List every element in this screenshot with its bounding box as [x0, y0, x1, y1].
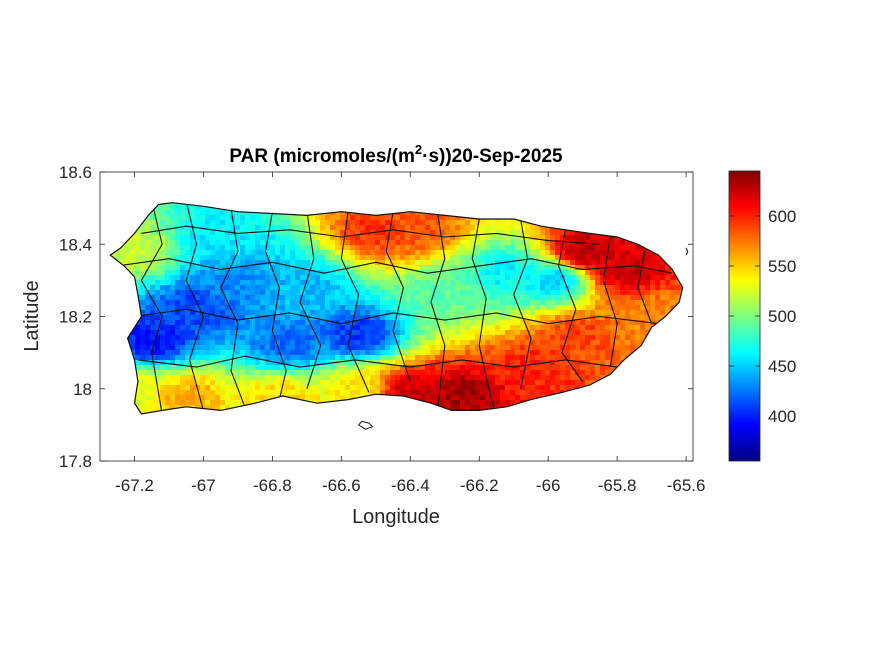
small-islet-caja-de-muertos: [357, 420, 374, 430]
x-tick-label: -66: [536, 476, 561, 495]
municipality-line: [513, 218, 532, 389]
x-tick-label: -65.8: [598, 476, 637, 495]
municipality-line: [602, 236, 618, 368]
municipality-line: [117, 258, 673, 274]
colorbar-ticks: 400 450 500 550 600: [729, 207, 796, 426]
chart-title: PAR (micromoles/(m2·s))20-Sep-2025: [229, 142, 563, 167]
x-tick-label: -66.4: [391, 476, 430, 495]
x-tick-label: -67.2: [115, 476, 154, 495]
plot-area: [99, 171, 694, 462]
x-tick-label: -66.6: [322, 476, 361, 495]
municipality-line: [637, 251, 653, 324]
colorbar-tick-label: 550: [768, 257, 796, 276]
municipality-line: [557, 229, 584, 382]
colorbar-tick-label: 500: [768, 307, 796, 326]
x-axis: -67.2 -67 -66.8 -66.6 -66.4 -66.2 -66 -65.8 -65.…: [115, 172, 705, 495]
x-tick-label: -65.6: [667, 476, 706, 495]
municipality-boundaries: [117, 202, 673, 414]
small-islet-desecheo: [685, 247, 689, 256]
x-tick-label: -67: [191, 476, 216, 495]
municipality-line: [185, 202, 204, 411]
municipality-line: [134, 308, 659, 325]
municipality-line: [385, 211, 411, 382]
municipality-line: [137, 355, 618, 368]
municipality-line: [141, 225, 600, 245]
municipality-line: [264, 211, 287, 400]
colorbar-tick-label: 450: [768, 357, 796, 376]
x-tick-label: -66.8: [253, 476, 292, 495]
y-tick-label: 18.6: [59, 163, 92, 182]
y-axis: 17.8 18 18.2 18.4 18.6: [59, 163, 693, 471]
chart-title-suffix: ·s))20-Sep-2025: [422, 146, 563, 167]
island-coastline: [109, 202, 684, 415]
y-tick-label: 18.4: [59, 235, 92, 254]
colorbar-tick-label: 400: [768, 407, 796, 426]
chart-title-superscript: 2: [415, 142, 422, 157]
y-tick-label: 18.2: [59, 308, 92, 327]
colorbar-tick-label: 600: [768, 207, 796, 226]
x-axis-label: Longitude: [352, 506, 440, 528]
municipality-line: [220, 208, 246, 407]
municipality-line: [430, 215, 446, 407]
colorbar: 400 450 500 550 600: [728, 170, 796, 462]
x-tick-label: -66.2: [460, 476, 499, 495]
y-tick-label: 17.8: [59, 452, 92, 471]
municipality-line: [140, 202, 163, 414]
municipality-line: [471, 218, 494, 407]
municipality-line: [299, 211, 322, 389]
municipality-line: [340, 211, 370, 393]
chart-title-prefix: PAR (micromoles/(m: [229, 146, 414, 167]
y-tick-label: 18: [73, 380, 92, 399]
y-axis-label: Latitude: [21, 280, 43, 351]
